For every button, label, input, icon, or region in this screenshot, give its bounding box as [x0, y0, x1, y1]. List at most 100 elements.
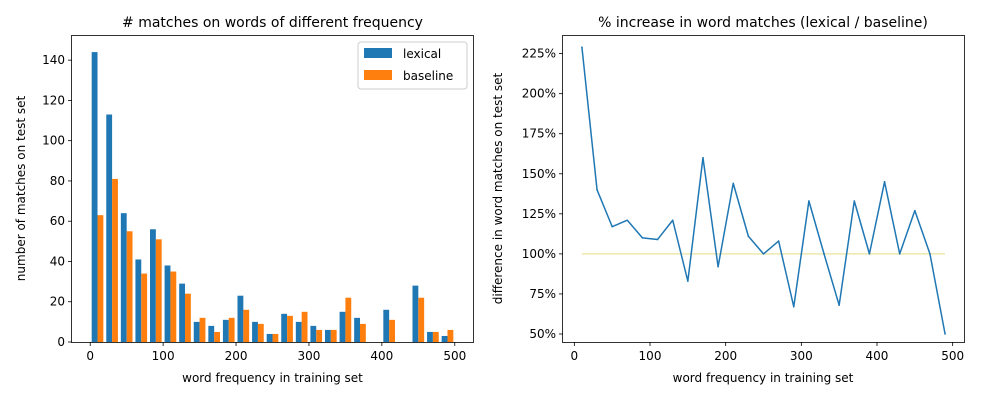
- line-point-6: [671, 219, 674, 222]
- bar-lexical-10: [237, 295, 244, 342]
- bar-lexical-0: [91, 52, 98, 343]
- bar-baseline-16: [330, 329, 337, 342]
- line-point-23: [929, 253, 931, 255]
- line-point-24: [944, 333, 946, 335]
- y-tick-label: 0: [57, 335, 65, 349]
- legend-label-lexical: lexical: [403, 47, 441, 61]
- line-point-9: [717, 265, 719, 268]
- bar-baseline-13: [287, 315, 293, 342]
- line-point-11: [747, 235, 750, 238]
- y-tick-label: 75%: [529, 287, 556, 301]
- bar-chart-x-ticks: 0 100 200 300 400 500: [86, 342, 466, 363]
- bar-chart-title: # matches on words of different frequenc…: [122, 15, 423, 31]
- bar-baseline-6: [185, 293, 191, 342]
- bar-lexical-23: [427, 331, 433, 342]
- bar-lexical-9: [222, 319, 229, 342]
- bar-chart-x-label: word frequency in training set: [182, 371, 363, 385]
- bar-baseline-12: [272, 333, 279, 342]
- bar-chart-y-ticks: 0 20 40 60 80 100 120 140: [42, 53, 72, 349]
- line-point-17: [838, 304, 840, 306]
- bar-baseline-24: [447, 329, 454, 342]
- x-tick-label: 400: [370, 349, 393, 363]
- line-chart-frame: [562, 35, 965, 343]
- y-tick-label: 80: [50, 174, 65, 188]
- line-point-13: [777, 240, 780, 242]
- bar-lexical-14: [295, 321, 302, 342]
- bar-baseline-17: [345, 297, 352, 342]
- x-tick-label: 500: [443, 349, 466, 363]
- bar-baseline-18: [359, 323, 366, 342]
- bar-chart-frame: [71, 35, 474, 343]
- line-point-5: [656, 238, 659, 241]
- line-point-0: [581, 46, 583, 49]
- line-chart-y-label: difference in word matches on test set: [491, 72, 505, 304]
- bar-lexical-13: [281, 313, 288, 342]
- line-chart-y-ticks: 50% 75% 100% 125% 150% 175% 200% 225%: [522, 47, 563, 341]
- line-chart: % increase in word matches (lexical / ba…: [491, 15, 965, 385]
- bar-lexical-15: [310, 325, 317, 342]
- bar-chart-y-label: number of matches on test set: [14, 96, 28, 282]
- bar-baseline-0: [97, 215, 104, 342]
- bar-lexical-1: [106, 114, 113, 343]
- bar-baseline-20: [389, 319, 395, 342]
- line-point-20: [883, 180, 886, 183]
- y-tick-label: 100%: [522, 247, 556, 261]
- y-tick-label: 140: [42, 53, 65, 67]
- line-point-2: [611, 225, 613, 228]
- bar-lexical-8: [208, 325, 215, 342]
- bar-lexical-16: [324, 329, 331, 342]
- bar-lexical-18: [354, 317, 360, 342]
- line-chart-x-label: word frequency in training set: [673, 371, 854, 385]
- bar-baseline-5: [170, 271, 177, 342]
- x-tick-label: 200: [714, 349, 737, 363]
- line-point-10: [732, 182, 735, 185]
- line-point-19: [868, 253, 871, 255]
- y-tick-label: 40: [50, 254, 65, 268]
- bar-chart-bars: [91, 52, 454, 343]
- bar-baseline-2: [126, 231, 133, 342]
- line-point-22: [914, 209, 916, 212]
- bar-lexical-11: [252, 321, 258, 342]
- bar-baseline-10: [243, 309, 250, 342]
- bar-lexical-17: [339, 311, 346, 342]
- line-point-21: [898, 253, 901, 255]
- bar-lexical-12: [266, 333, 273, 342]
- y-tick-label: 125%: [522, 207, 556, 221]
- y-tick-label: 60: [50, 214, 65, 228]
- x-tick-label: 0: [86, 349, 94, 363]
- bar-baseline-14: [301, 311, 308, 342]
- x-tick-label: 500: [941, 349, 964, 363]
- bar-lexical-24: [441, 335, 448, 342]
- bar-chart-legend: lexical baseline: [357, 41, 468, 90]
- y-tick-label: 200%: [522, 87, 556, 101]
- line-point-18: [853, 200, 856, 202]
- bar-baseline-8: [214, 331, 221, 342]
- line-point-3: [626, 219, 629, 222]
- x-tick-label: 100: [639, 349, 662, 363]
- x-tick-label: 0: [571, 349, 579, 363]
- bar-baseline-11: [257, 323, 264, 342]
- line-point-4: [641, 237, 644, 239]
- legend-swatch-baseline: [364, 70, 392, 80]
- bar-baseline-9: [228, 317, 235, 342]
- line-point-1: [596, 189, 598, 191]
- y-tick-label: 50%: [529, 327, 556, 341]
- bar-lexical-20: [383, 309, 390, 342]
- bar-lexical-4: [150, 229, 156, 342]
- line-chart-x-ticks: 0 100 200 300 400 500: [571, 342, 964, 363]
- bar-baseline-4: [155, 239, 162, 342]
- line-point-15: [808, 200, 810, 202]
- line-point-8: [702, 156, 704, 159]
- bar-chart: # matches on words of different frequenc…: [14, 15, 474, 385]
- x-tick-label: 300: [298, 349, 321, 363]
- x-tick-label: 400: [866, 349, 889, 363]
- x-tick-label: 100: [152, 349, 175, 363]
- legend-swatch-lexical: [364, 48, 392, 58]
- bar-baseline-22: [418, 297, 425, 342]
- bar-baseline-1: [112, 178, 118, 342]
- y-tick-label: 175%: [522, 127, 556, 141]
- series-line-0: [581, 47, 946, 335]
- line-point-12: [762, 253, 765, 255]
- bar-lexical-6: [179, 283, 186, 342]
